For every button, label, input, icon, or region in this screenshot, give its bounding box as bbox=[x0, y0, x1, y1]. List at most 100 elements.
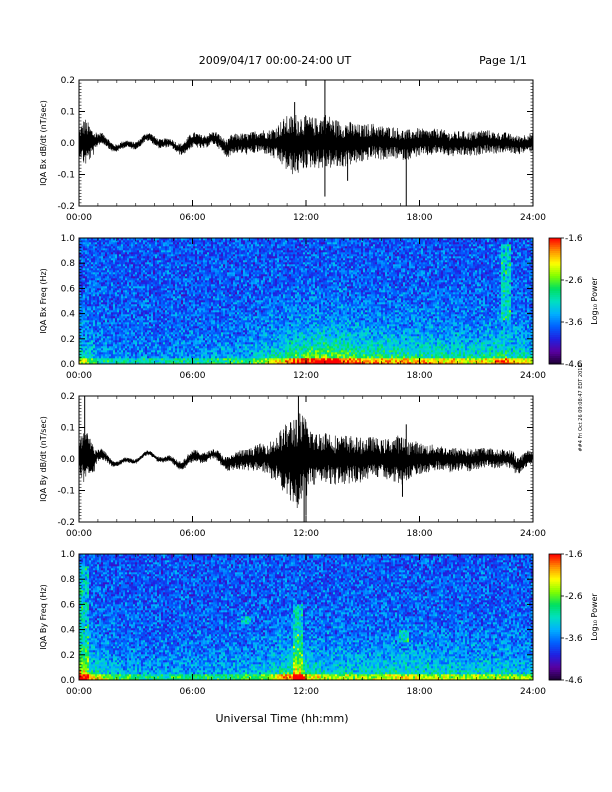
spectrogram-cell bbox=[137, 282, 139, 284]
spectrogram-cell bbox=[87, 268, 89, 270]
spectrogram-cell bbox=[127, 320, 129, 322]
spectrogram-cell bbox=[131, 314, 133, 316]
spectrogram-cell bbox=[97, 356, 99, 358]
spectrogram-cell bbox=[117, 358, 119, 360]
spectrogram-cell bbox=[113, 312, 115, 314]
spectrogram-cell bbox=[91, 292, 93, 294]
spectrogram-cell bbox=[125, 320, 127, 322]
spectrogram-cell bbox=[137, 276, 139, 278]
spectrogram-cell bbox=[129, 262, 131, 264]
spectrogram-cell bbox=[111, 294, 113, 296]
spectrogram-cell bbox=[137, 304, 139, 306]
spectrogram-cell bbox=[101, 340, 103, 342]
spectrogram-cell bbox=[119, 270, 121, 272]
spectrogram-cell bbox=[113, 262, 115, 264]
spectrogram-cell bbox=[133, 320, 135, 322]
spectrogram-cell bbox=[107, 258, 109, 260]
spectrogram-cell bbox=[139, 264, 141, 266]
spectrogram-cell bbox=[131, 268, 133, 270]
spectrogram-cell bbox=[123, 262, 125, 264]
spectrogram-cell bbox=[137, 278, 139, 280]
spectrogram-cell bbox=[111, 272, 113, 274]
spectrogram-cell bbox=[111, 320, 113, 322]
spectrogram-cell bbox=[105, 326, 107, 328]
spectrogram-cell bbox=[125, 302, 127, 304]
spectrogram-cell bbox=[119, 288, 121, 290]
spectrogram-cell bbox=[125, 314, 127, 316]
spectrogram-cell bbox=[83, 330, 85, 332]
spectrogram-cell bbox=[125, 260, 127, 262]
spectrogram-cell bbox=[121, 306, 123, 308]
spectrogram-cell bbox=[97, 348, 99, 350]
spectrogram-cell bbox=[93, 282, 95, 284]
spectrogram-cell bbox=[91, 330, 93, 332]
spectrogram-cell bbox=[131, 320, 133, 322]
spectrogram-cell bbox=[117, 322, 119, 324]
spectrogram-cell bbox=[131, 338, 133, 340]
spectrogram-cell bbox=[119, 240, 121, 242]
spectrogram-cell bbox=[121, 336, 123, 338]
spectrogram-cell bbox=[121, 280, 123, 282]
spectrogram-cell bbox=[137, 262, 139, 264]
spectrogram-cell bbox=[115, 312, 117, 314]
spectrogram-cell bbox=[105, 358, 107, 360]
spectrogram-cell bbox=[115, 254, 117, 256]
spectrogram-cell bbox=[133, 360, 135, 362]
spectrogram-cell bbox=[93, 306, 95, 308]
spectrogram-cell bbox=[121, 304, 123, 306]
spectrogram-cell bbox=[97, 252, 99, 254]
spectrogram-cell bbox=[87, 244, 89, 246]
spectrogram-cell bbox=[85, 252, 87, 254]
spectrogram-cell bbox=[133, 302, 135, 304]
spectrogram-cell bbox=[109, 304, 111, 306]
spectrogram-cell bbox=[135, 266, 137, 268]
spectrogram-cell bbox=[105, 316, 107, 318]
spectrogram-cell bbox=[117, 312, 119, 314]
spectrogram-cell bbox=[99, 288, 101, 290]
spectrogram-cell bbox=[109, 336, 111, 338]
spectrogram-cell bbox=[95, 312, 97, 314]
spectrogram-cell bbox=[121, 260, 123, 262]
spectrogram-cell bbox=[109, 250, 111, 252]
spectrogram-cell bbox=[131, 336, 133, 338]
spectrogram-cell bbox=[95, 358, 97, 360]
spectrogram-cell bbox=[99, 294, 101, 296]
spectrogram-cell bbox=[113, 352, 115, 354]
spectrogram-cell bbox=[139, 318, 141, 320]
spectrogram-cell bbox=[111, 338, 113, 340]
spectrogram-cell bbox=[105, 308, 107, 310]
spectrogram-cell bbox=[131, 266, 133, 268]
spectrogram-cell bbox=[131, 244, 133, 246]
spectrogram-cell bbox=[129, 292, 131, 294]
spectrogram-cell bbox=[125, 274, 127, 276]
spectrogram-cell bbox=[115, 338, 117, 340]
spectrogram-cell bbox=[99, 328, 101, 330]
spectrogram-cell bbox=[127, 258, 129, 260]
spectrogram-cell bbox=[83, 268, 85, 270]
spectrogram-cell bbox=[91, 322, 93, 324]
spectrogram-cell bbox=[139, 344, 141, 346]
spectrogram-cell bbox=[81, 352, 83, 354]
spectrogram-cell bbox=[129, 258, 131, 260]
spectrogram-cell bbox=[85, 340, 87, 342]
spectrogram-cell bbox=[107, 246, 109, 248]
spectrogram-cell bbox=[83, 248, 85, 250]
spectrogram-cell bbox=[99, 254, 101, 256]
spectrogram-cell bbox=[99, 320, 101, 322]
spectrogram-cell bbox=[125, 264, 127, 266]
spectrogram-cell bbox=[99, 304, 101, 306]
spectrogram-cell bbox=[87, 324, 89, 326]
spectrogram-cell bbox=[101, 256, 103, 258]
spectrogram-cell bbox=[83, 246, 85, 248]
spectrogram-cell bbox=[99, 256, 101, 258]
spectrogram-cell bbox=[89, 342, 91, 344]
spectrogram-cell bbox=[99, 342, 101, 344]
spectrogram-cell bbox=[115, 334, 117, 336]
spectrogram-cell bbox=[93, 290, 95, 292]
spectrogram-cell bbox=[91, 278, 93, 280]
spectrogram-cell bbox=[83, 336, 85, 338]
spectrogram-cell bbox=[121, 270, 123, 272]
spectrogram-cell bbox=[99, 278, 101, 280]
spectrogram-cell bbox=[131, 330, 133, 332]
spectrogram-cell bbox=[135, 244, 137, 246]
